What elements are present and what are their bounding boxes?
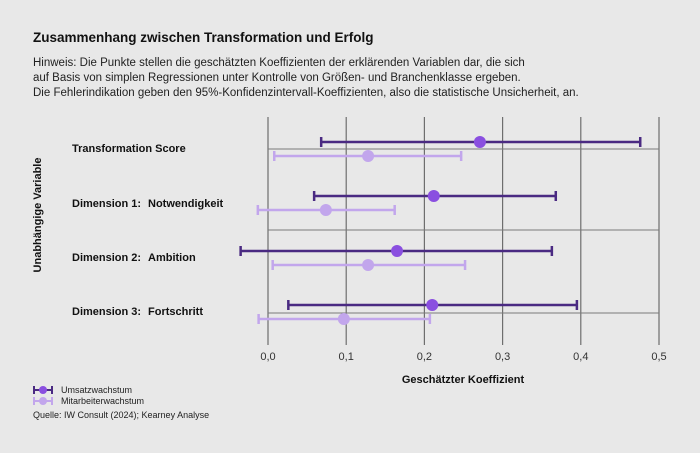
estimate-point: [427, 190, 440, 202]
x-tick-label: 0,2: [417, 351, 432, 363]
legend-item-mitarbeiterwachstum: Mitarbeiterwachstum: [33, 396, 144, 406]
source-note: Quelle: IW Consult (2024); Kearney Analy…: [33, 410, 210, 420]
estimate-point: [391, 245, 404, 257]
note-line-2: auf Basis von simplen Regressionen unter…: [33, 72, 521, 84]
x-tick-label: 0,4: [573, 351, 588, 363]
x-tick-label: 0,3: [495, 351, 510, 363]
row-label-dimension-2: Dimension 2: Ambition: [72, 252, 196, 264]
estimate-point: [362, 259, 375, 271]
x-tick-label: 0,0: [260, 351, 275, 363]
estimate-point: [426, 299, 439, 311]
row-label-dimension-3: Dimension 3: Fortschritt: [72, 306, 203, 318]
chart-title: Zusammenhang zwischen Transformation und…: [33, 30, 374, 45]
legend-light-errorbar-icon: [33, 397, 53, 405]
row-label-transformation-score: Transformation Score: [72, 143, 186, 155]
legend-label: Umsatzwachstum: [61, 385, 133, 395]
legend-dark-errorbar-icon: [33, 386, 53, 394]
estimate-point: [473, 136, 486, 148]
x-tick-label: 0,1: [339, 351, 354, 363]
legend-label: Mitarbeiterwachstum: [61, 396, 145, 406]
y-axis-label: Unabhängige Variable: [32, 157, 44, 273]
estimate-point: [337, 313, 350, 325]
legend-item-umsatzwachstum: Umsatzwachstum: [33, 385, 132, 395]
estimate-point: [319, 204, 332, 216]
x-axis-label: Geschätzter Koeffizient: [402, 374, 525, 386]
estimate-point: [362, 150, 375, 162]
row-label-dimension-1: Dimension 1: Notwendigkeit: [72, 198, 224, 210]
note-line-3: Die Fehlerindikation geben den 95%-Konfi…: [33, 87, 579, 99]
note-line-1: Hinweis: Die Punkte stellen die geschätz…: [33, 57, 525, 69]
x-tick-label: 0,5: [651, 351, 666, 363]
